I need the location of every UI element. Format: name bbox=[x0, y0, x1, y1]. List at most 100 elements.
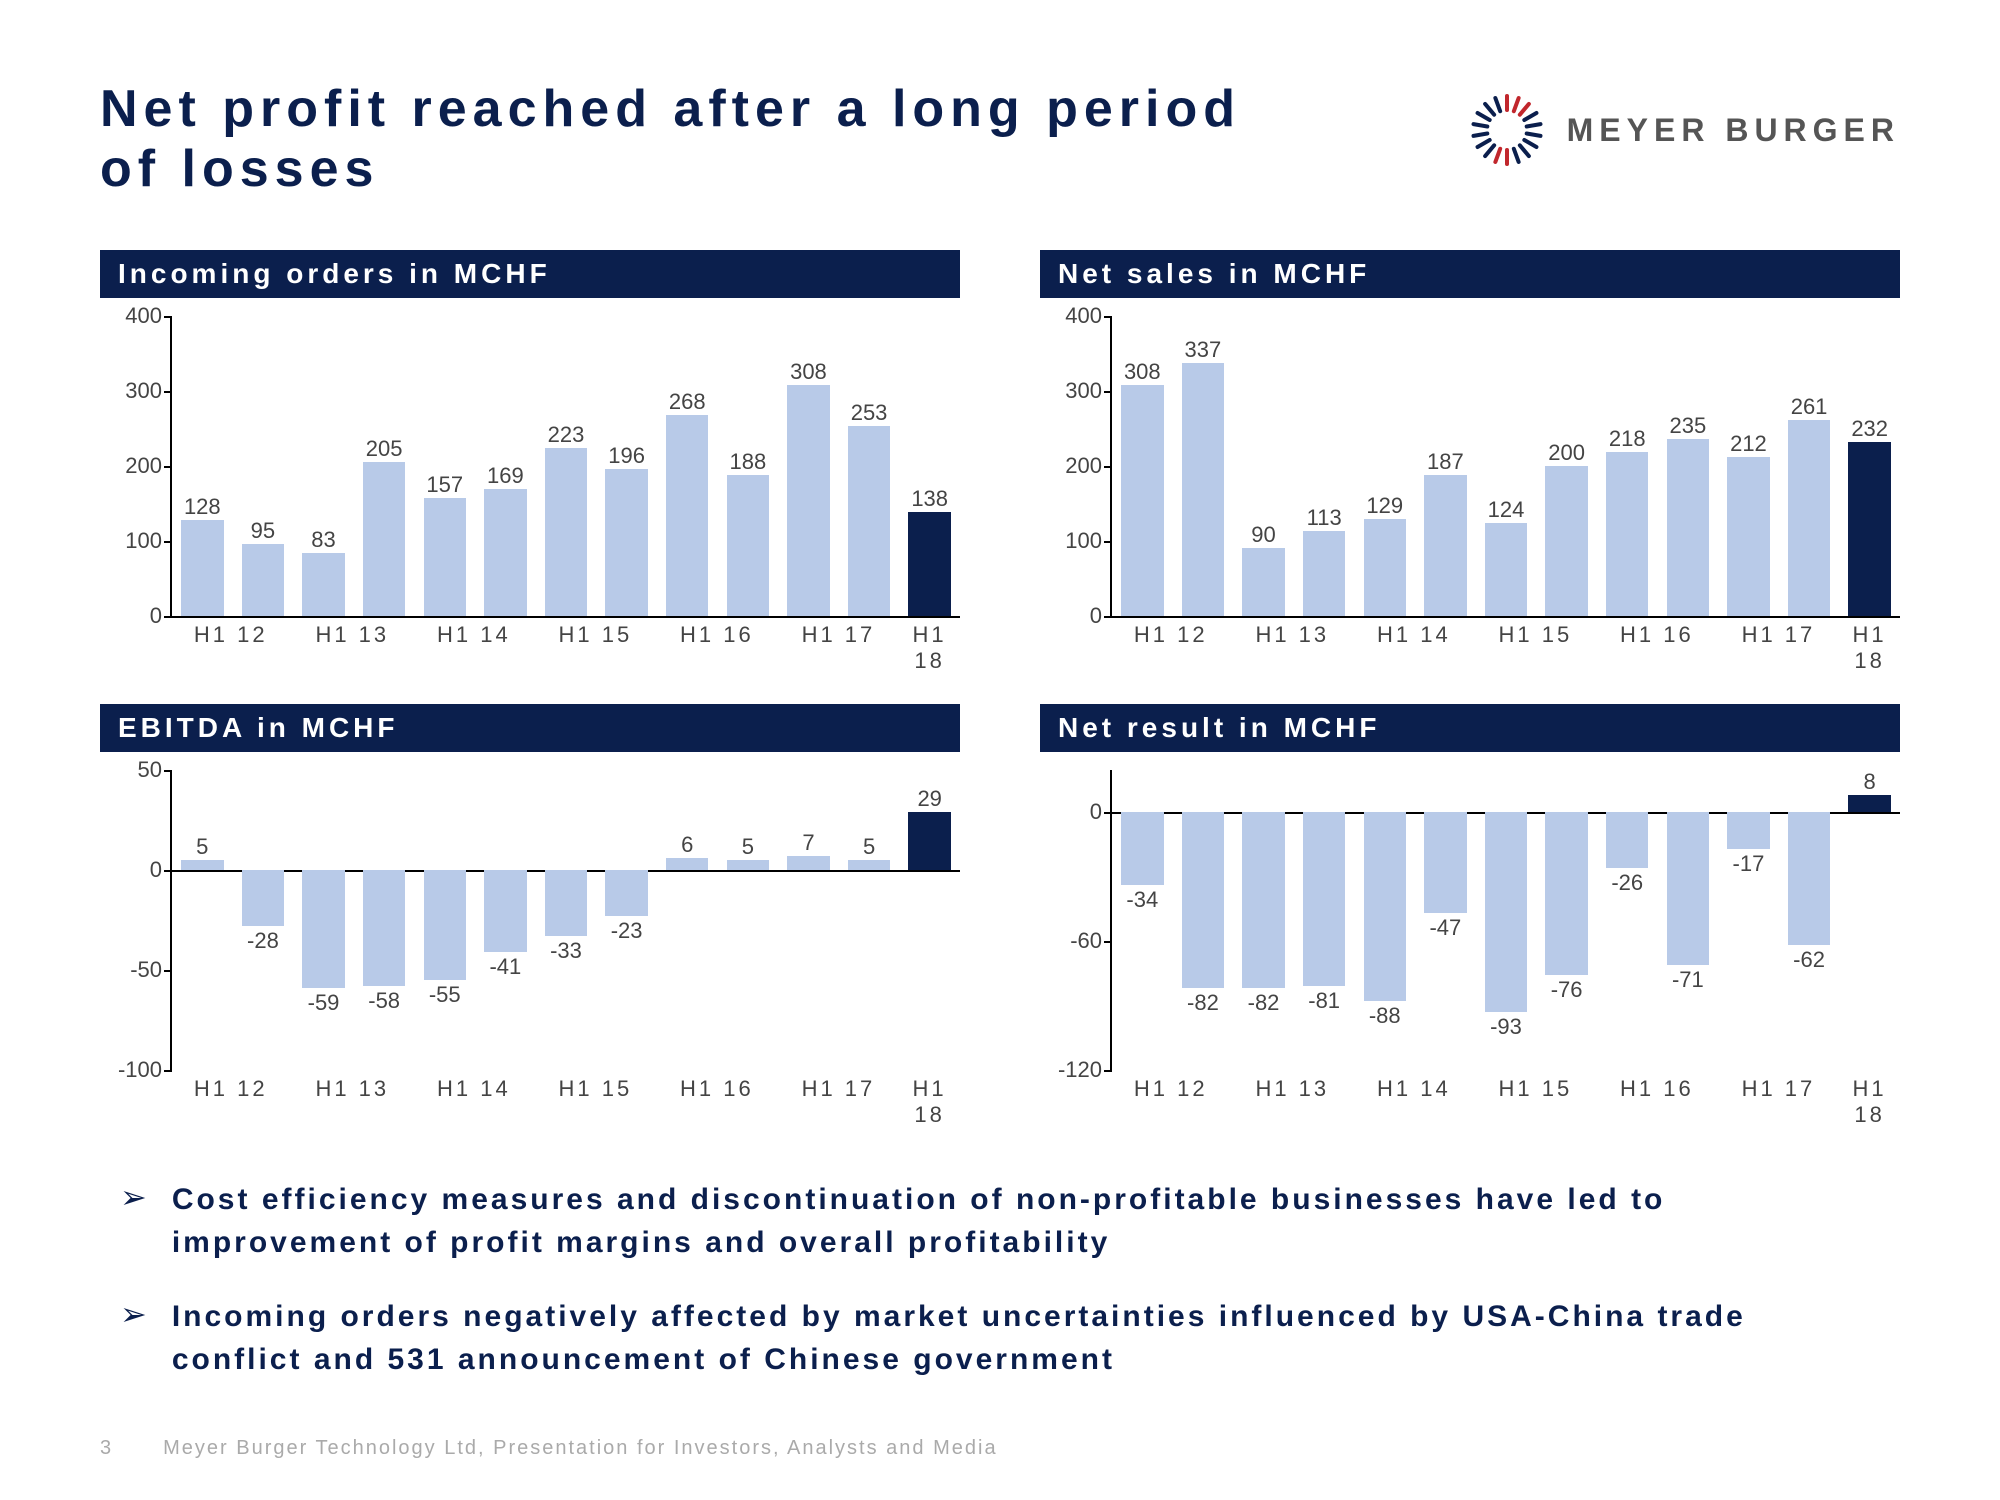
x-tick-label: H1 14 bbox=[413, 622, 535, 674]
y-tick-label: 300 bbox=[1065, 378, 1102, 404]
bar bbox=[1485, 523, 1527, 616]
footer: 3 Meyer Burger Technology Ltd, Presentat… bbox=[100, 1437, 998, 1460]
bar-value-label: 129 bbox=[1354, 493, 1415, 519]
bar bbox=[363, 462, 405, 616]
bar-value-label: -55 bbox=[414, 982, 475, 1008]
bar bbox=[605, 469, 647, 616]
y-tick-label: 50 bbox=[138, 757, 162, 783]
bar bbox=[424, 498, 466, 616]
bar-value-label: 196 bbox=[596, 443, 657, 469]
bar-value-label: -58 bbox=[354, 988, 415, 1014]
x-tick-label: H1 14 bbox=[1353, 622, 1475, 674]
bar-value-label: -34 bbox=[1112, 887, 1173, 913]
bar bbox=[545, 870, 587, 936]
sunburst-icon bbox=[1467, 90, 1547, 170]
x-tick-label: H1 16 bbox=[656, 622, 778, 674]
bar-value-label: 261 bbox=[1779, 394, 1840, 420]
bar bbox=[484, 870, 526, 952]
y-tick-label: 400 bbox=[1065, 303, 1102, 329]
bar-value-label: -33 bbox=[536, 938, 597, 964]
bar bbox=[727, 475, 769, 616]
bar bbox=[1545, 812, 1587, 975]
x-tick-label: H1 18 bbox=[899, 622, 960, 674]
y-tick-label: 0 bbox=[150, 857, 162, 883]
footer-text: Meyer Burger Technology Ltd, Presentatio… bbox=[163, 1437, 997, 1460]
y-tick-label: 200 bbox=[1065, 453, 1102, 479]
bar-value-label: -23 bbox=[596, 918, 657, 944]
x-tick-label: H1 13 bbox=[1232, 622, 1354, 674]
x-tick-label: H1 17 bbox=[778, 1076, 900, 1128]
bullet-arrow-icon: ➢ bbox=[120, 1178, 147, 1216]
charts-grid: Incoming orders in MCHF01002003004001289… bbox=[100, 250, 1900, 1128]
x-tick-label: H1 14 bbox=[1353, 1076, 1475, 1128]
bar-value-label: -41 bbox=[475, 954, 536, 980]
page-number: 3 bbox=[100, 1437, 113, 1460]
x-axis-labels: H1 12H1 13H1 14H1 15H1 16H1 17H1 18 bbox=[1110, 622, 1900, 674]
chart-header: Net result in MCHF bbox=[1040, 704, 1900, 752]
bar bbox=[1364, 812, 1406, 1001]
x-tick-label: H1 13 bbox=[1232, 1076, 1354, 1128]
bar-value-label: 187 bbox=[1415, 449, 1476, 475]
brand-name: MEYER BURGER bbox=[1567, 112, 1900, 149]
x-tick-label: H1 15 bbox=[535, 622, 657, 674]
x-tick-label: H1 12 bbox=[1110, 1076, 1232, 1128]
y-tick-label: 400 bbox=[125, 303, 162, 329]
bar-value-label: -76 bbox=[1536, 977, 1597, 1003]
bar bbox=[1606, 452, 1648, 616]
bar-value-label: 169 bbox=[475, 463, 536, 489]
bullet-item: ➢ Cost efficiency measures and discontinu… bbox=[120, 1178, 1880, 1265]
bar-value-label: 212 bbox=[1718, 431, 1779, 457]
bar-value-label: 232 bbox=[1839, 416, 1900, 442]
bar bbox=[1303, 812, 1345, 986]
chart-ebitda: EBITDA in MCHF-100-500505-28-59-58-55-41… bbox=[100, 704, 960, 1128]
x-tick-label: H1 15 bbox=[535, 1076, 657, 1128]
bar-value-label: -81 bbox=[1294, 988, 1355, 1014]
y-tick-label: 0 bbox=[1090, 799, 1102, 825]
x-tick-label: H1 12 bbox=[170, 1076, 292, 1128]
bar-value-label: 268 bbox=[657, 389, 718, 415]
bar-value-label: 218 bbox=[1597, 426, 1658, 452]
x-tick-label: H1 17 bbox=[1718, 1076, 1840, 1128]
bar bbox=[1788, 420, 1830, 616]
bar-value-label: 90 bbox=[1233, 522, 1294, 548]
x-tick-label: H1 13 bbox=[292, 622, 414, 674]
bar bbox=[242, 544, 284, 615]
bar-value-label: -88 bbox=[1354, 1003, 1415, 1029]
y-tick-label: 200 bbox=[125, 453, 162, 479]
bar-value-label: 7 bbox=[778, 830, 839, 856]
brand-logo: MEYER BURGER bbox=[1467, 90, 1900, 170]
bar-value-label: 5 bbox=[718, 834, 779, 860]
bar bbox=[424, 870, 466, 980]
bar bbox=[1182, 363, 1224, 616]
y-tick-label: 100 bbox=[125, 528, 162, 554]
bar bbox=[1182, 812, 1224, 988]
bar-value-label: 124 bbox=[1476, 497, 1537, 523]
bullet-text: Incoming orders negatively affected by m… bbox=[172, 1295, 1880, 1382]
y-tick-label: 0 bbox=[1090, 603, 1102, 629]
bar bbox=[1667, 812, 1709, 964]
bar-value-label: 308 bbox=[778, 359, 839, 385]
bar bbox=[666, 415, 708, 616]
x-axis-labels: H1 12H1 13H1 14H1 15H1 16H1 17H1 18 bbox=[170, 622, 960, 674]
bar-value-label: -93 bbox=[1476, 1014, 1537, 1040]
x-tick-label: H1 16 bbox=[1596, 622, 1718, 674]
bar bbox=[181, 520, 223, 616]
bar bbox=[1242, 812, 1284, 988]
chart-net-sales: Net sales in MCHF01002003004003083379011… bbox=[1040, 250, 1900, 674]
y-tick-label: -50 bbox=[130, 957, 162, 983]
bar-value-label: 253 bbox=[839, 400, 900, 426]
bar-value-label: -82 bbox=[1173, 990, 1234, 1016]
x-axis-labels: H1 12H1 13H1 14H1 15H1 16H1 17H1 18 bbox=[170, 1076, 960, 1128]
bar bbox=[848, 426, 890, 616]
y-tick-label: -120 bbox=[1058, 1057, 1102, 1083]
bar bbox=[1424, 475, 1466, 615]
bullet-text: Cost efficiency measures and discontinua… bbox=[172, 1178, 1880, 1265]
bar bbox=[181, 860, 223, 870]
chart-header: Net sales in MCHF bbox=[1040, 250, 1900, 298]
bar bbox=[1242, 548, 1284, 616]
x-axis-labels: H1 12H1 13H1 14H1 15H1 16H1 17H1 18 bbox=[1110, 1076, 1900, 1128]
bar bbox=[1727, 812, 1769, 848]
bar bbox=[1788, 812, 1830, 945]
bar bbox=[1848, 795, 1890, 812]
bar-value-label: -62 bbox=[1779, 947, 1840, 973]
